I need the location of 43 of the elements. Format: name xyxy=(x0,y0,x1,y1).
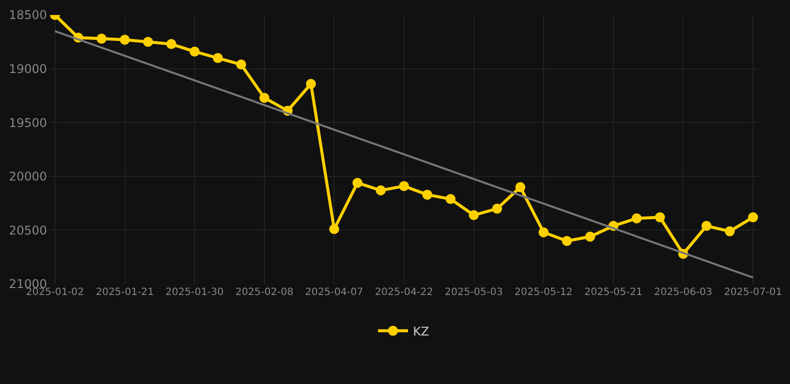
y-tick-label: 20000 xyxy=(8,170,47,184)
point xyxy=(236,60,246,70)
point xyxy=(352,178,362,188)
point xyxy=(446,194,456,204)
point xyxy=(515,182,526,192)
x-tick-label: 2025-02-08 xyxy=(235,287,294,298)
point xyxy=(190,46,200,57)
x-tick-label: 2025-01-21 xyxy=(96,287,154,298)
point xyxy=(399,181,409,192)
point xyxy=(306,78,316,89)
point xyxy=(632,213,642,224)
y-tick-label: 19000 xyxy=(8,62,47,76)
point xyxy=(143,36,154,47)
point xyxy=(96,34,107,44)
point xyxy=(120,34,130,45)
point xyxy=(376,185,386,196)
x-tick-label: 2025-05-12 xyxy=(514,287,573,298)
point xyxy=(748,212,758,222)
y-tick-label: 18500 xyxy=(8,8,47,22)
x-tick-label: 2025-06-03 xyxy=(654,287,712,298)
point xyxy=(166,39,176,50)
point xyxy=(585,232,596,242)
point xyxy=(422,190,432,200)
x-tick-label: 2025-05-21 xyxy=(584,287,642,298)
point xyxy=(468,210,479,220)
x-tick-label: 2025-01-30 xyxy=(166,287,224,298)
point xyxy=(329,224,340,234)
x-tick-label: 2025-07-01 xyxy=(724,287,782,298)
point xyxy=(654,212,665,222)
y-tick-label: 20500 xyxy=(8,223,47,238)
point xyxy=(724,226,735,236)
x-tick-label: 2025-04-07 xyxy=(305,287,364,298)
point xyxy=(259,92,270,103)
point xyxy=(562,236,572,246)
legend-label: KZ xyxy=(413,324,430,338)
y-tick-label: 19500 xyxy=(8,116,47,130)
x-tick-label: 2025-05-03 xyxy=(444,287,503,298)
point xyxy=(538,227,549,238)
point xyxy=(212,53,223,64)
point xyxy=(492,204,502,214)
x-tick-label: 2025-04-22 xyxy=(374,287,434,298)
point xyxy=(701,220,712,231)
x-tick-label: 2025-01-02 xyxy=(26,287,84,298)
